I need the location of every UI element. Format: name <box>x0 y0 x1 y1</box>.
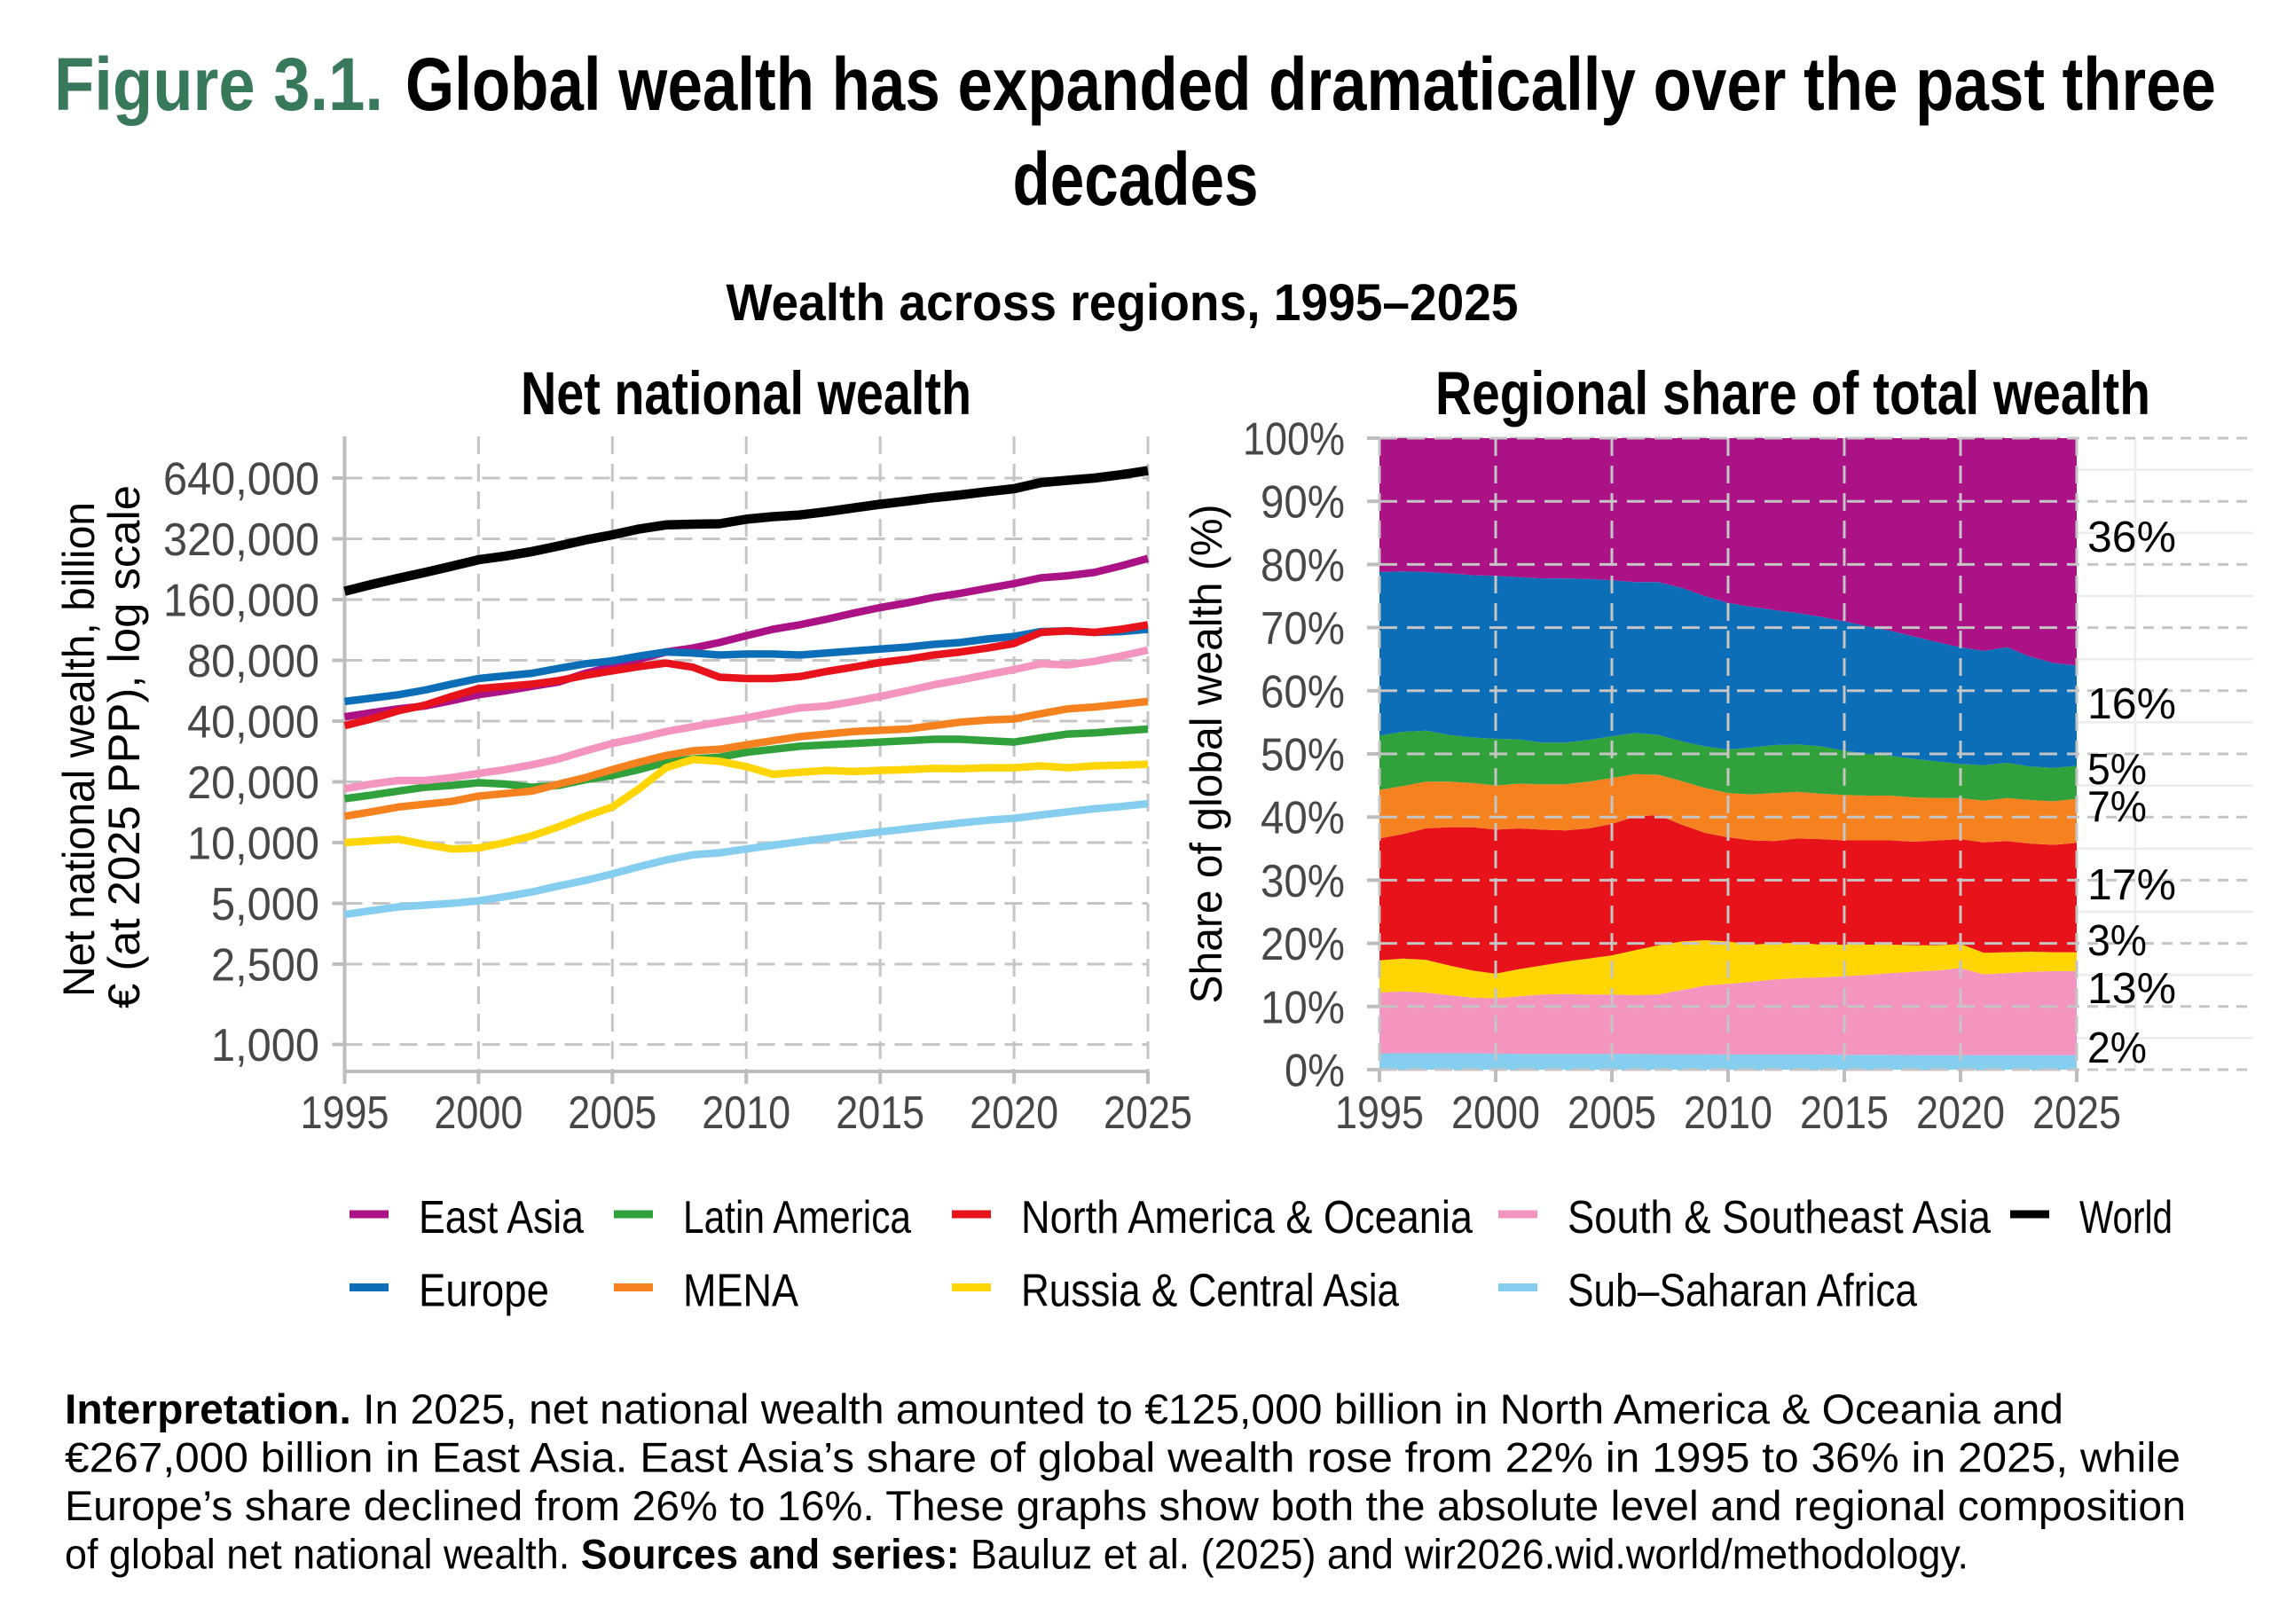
svg-text:20,000: 20,000 <box>187 757 319 809</box>
svg-text:2020: 2020 <box>1916 1087 2005 1139</box>
svg-text:1995: 1995 <box>1335 1087 1424 1139</box>
svg-text:320,000: 320,000 <box>163 514 319 566</box>
svg-text:Net national wealth: Net national wealth <box>521 359 971 428</box>
svg-text:2000: 2000 <box>434 1087 523 1139</box>
svg-text:Latin America: Latin America <box>683 1192 911 1243</box>
svg-text:60%: 60% <box>1261 666 1345 718</box>
svg-text:90%: 90% <box>1261 477 1345 529</box>
svg-text:17%: 17% <box>2087 861 2176 909</box>
svg-text:Sub–Saharan Africa: Sub–Saharan Africa <box>1568 1266 1917 1317</box>
svg-text:World: World <box>2079 1192 2173 1243</box>
svg-text:2015: 2015 <box>1800 1087 1889 1139</box>
svg-text:€267,000 billion in East Asia.: €267,000 billion in East Asia. East Asia… <box>65 1434 2181 1481</box>
svg-text:40,000: 40,000 <box>187 697 319 749</box>
svg-text:2010: 2010 <box>702 1087 790 1139</box>
svg-text:of global net national wealth.: of global net national wealth. Sources a… <box>65 1531 1968 1578</box>
svg-text:2020: 2020 <box>970 1087 1058 1139</box>
svg-text:Russia & Central Asia: Russia & Central Asia <box>1021 1266 1399 1317</box>
svg-text:1995: 1995 <box>301 1087 389 1139</box>
svg-text:36%: 36% <box>2087 514 2176 561</box>
svg-text:2010: 2010 <box>1684 1087 1772 1139</box>
svg-text:2000: 2000 <box>1451 1087 1540 1139</box>
svg-text:Share of global wealth (%): Share of global wealth (%) <box>1182 505 1231 1004</box>
svg-text:2025: 2025 <box>2032 1087 2121 1139</box>
svg-text:Interpretation. In 2025, net n: Interpretation. In 2025, net national we… <box>65 1385 2063 1432</box>
svg-text:13%: 13% <box>2087 965 2176 1013</box>
svg-text:0%: 0% <box>1285 1046 1345 1097</box>
svg-text:South & Southeast Asia: South & Southeast Asia <box>1568 1192 1991 1243</box>
svg-text:2%: 2% <box>2087 1024 2147 1072</box>
svg-text:100%: 100% <box>1243 414 1345 466</box>
svg-text:2015: 2015 <box>836 1087 924 1139</box>
svg-text:North America & Oceania: North America & Oceania <box>1021 1192 1473 1243</box>
svg-text:20%: 20% <box>1261 919 1345 970</box>
svg-text:10%: 10% <box>1261 982 1345 1033</box>
svg-text:640,000: 640,000 <box>163 454 319 506</box>
svg-text:2,500: 2,500 <box>211 940 319 992</box>
svg-text:1,000: 1,000 <box>211 1020 319 1071</box>
svg-text:Net national wealth, billion: Net national wealth, billion <box>54 502 104 997</box>
svg-text:Figure 3.1.: Figure 3.1. <box>54 43 383 126</box>
svg-text:decades: decades <box>1013 137 1259 221</box>
svg-text:Europe: Europe <box>419 1266 549 1317</box>
svg-text:Wealth across regions, 1995–20: Wealth across regions, 1995–2025 <box>727 274 1519 332</box>
svg-text:2025: 2025 <box>1104 1087 1192 1139</box>
svg-text:2005: 2005 <box>568 1087 656 1139</box>
svg-text:East Asia: East Asia <box>419 1192 584 1243</box>
svg-text:2005: 2005 <box>1568 1087 1656 1139</box>
svg-text:50%: 50% <box>1261 730 1345 781</box>
svg-text:160,000: 160,000 <box>163 576 319 627</box>
svg-text:16%: 16% <box>2087 680 2176 728</box>
svg-text:80,000: 80,000 <box>187 636 319 687</box>
svg-text:40%: 40% <box>1261 793 1345 844</box>
svg-text:€ (at 2025 PPP), log scale: € (at 2025 PPP), log scale <box>99 485 149 1008</box>
svg-text:Global wealth has expanded dra: Global wealth has expanded dramatically … <box>405 43 2216 126</box>
svg-text:10,000: 10,000 <box>187 819 319 870</box>
svg-text:7%: 7% <box>2087 783 2147 831</box>
svg-text:Europe’s share declined from 2: Europe’s share declined from 26% to 16%.… <box>65 1482 2186 1529</box>
svg-text:80%: 80% <box>1261 540 1345 592</box>
svg-text:5,000: 5,000 <box>211 879 319 930</box>
svg-text:5%: 5% <box>2087 746 2147 794</box>
svg-text:3%: 3% <box>2087 917 2147 965</box>
svg-text:70%: 70% <box>1261 603 1345 655</box>
svg-text:MENA: MENA <box>683 1266 798 1317</box>
svg-text:30%: 30% <box>1261 856 1345 907</box>
svg-text:Regional share of total wealth: Regional share of total wealth <box>1435 359 2150 428</box>
